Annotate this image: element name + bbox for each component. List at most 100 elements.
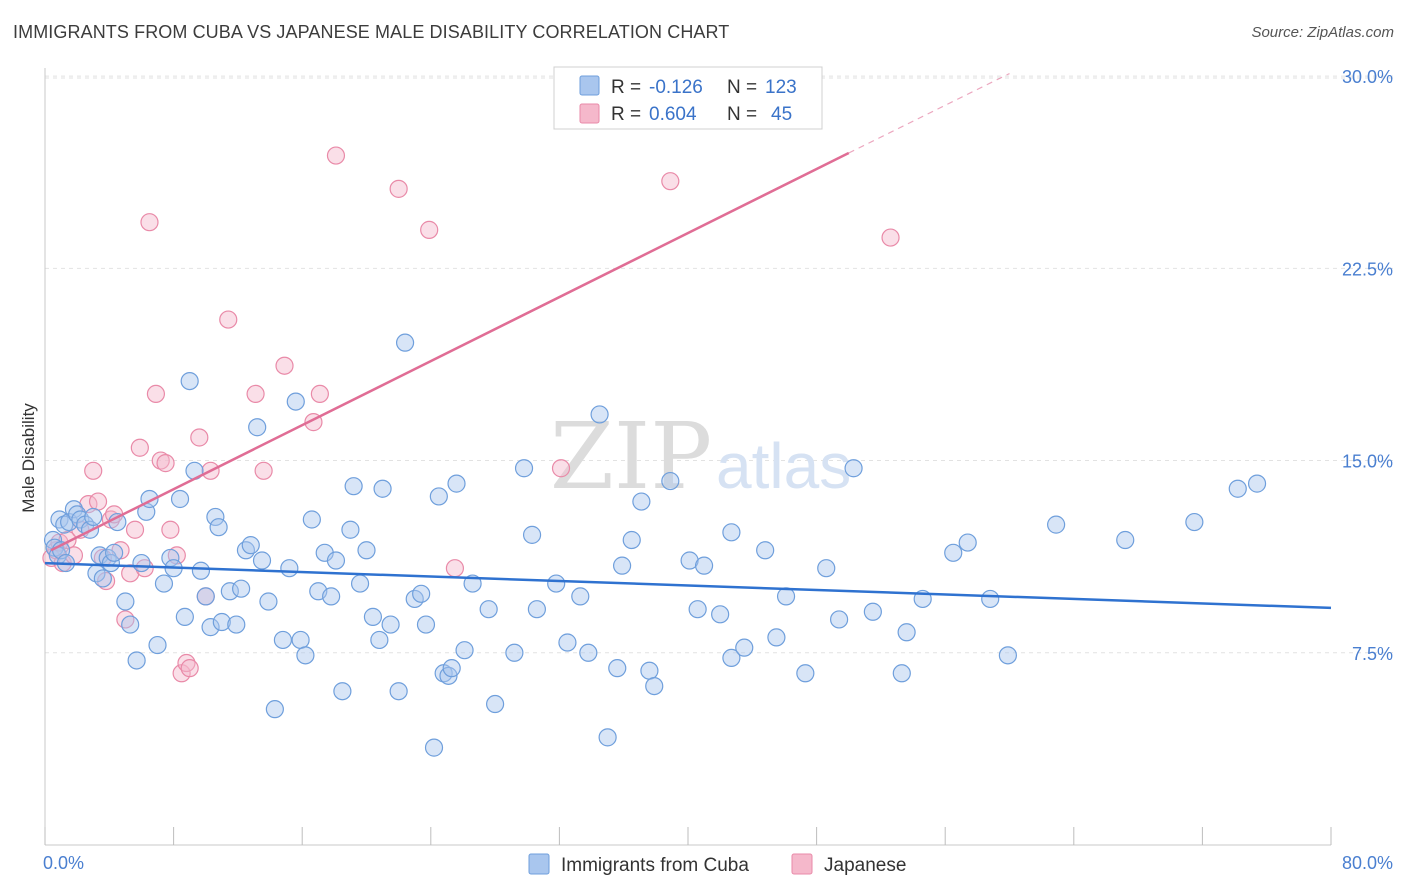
bottom-legend-label-japanese: Japanese [824,855,906,876]
japanese-point [88,492,108,511]
y-tick-label: 30.0% [1342,67,1393,87]
cuba-point [416,615,436,634]
legend-n-label-japanese: N = [727,104,757,125]
cuba-point [571,587,590,606]
cuba-point [1116,530,1135,550]
cuba-point [711,605,730,624]
cuba-point [608,659,627,678]
legend-n-value-cuba: 123 [765,77,797,98]
cuba-point [722,648,741,668]
cuba-point [286,392,305,411]
cuba-point [486,694,505,714]
cuba-point [1047,515,1066,534]
cuba-point [412,584,431,603]
cuba-point [209,518,228,537]
cuba-point [116,592,135,611]
cuba-point [442,659,461,678]
cuba-point [170,489,190,509]
japanese-point [246,384,265,404]
cuba-point [101,553,121,573]
cuba-point [844,459,863,478]
legend-swatch-japanese [579,103,600,124]
japanese-trend-line [50,151,850,552]
legend-swatch-cuba [579,75,600,96]
japanese-point [275,356,294,375]
cuba-point [121,615,140,634]
cuba-point [370,630,389,650]
cuba-point [196,587,215,606]
cuba-point [291,630,310,650]
cuba-point [505,643,524,662]
cuba-point [547,574,566,593]
cuba-point [322,587,341,606]
japanese-trend-extension [848,72,1010,154]
chart-title: IMMIGRANTS FROM CUBA VS JAPANESE MALE DI… [13,22,730,42]
cuba-point [180,371,199,391]
legend-r-label-japanese: R = [611,104,641,125]
cuba-point [201,618,220,637]
cuba-point [1228,479,1247,498]
cuba-point [232,579,251,598]
tick-labels: 7.5% 15.0% 22.5% 30.0% 0.0% 80.0% [43,67,1393,873]
cuba-point [220,582,239,601]
japanese-point [420,220,439,239]
japanese-point [96,571,116,591]
cuba-point [767,628,786,647]
japanese-point [326,146,346,165]
cuba-point [248,418,267,437]
japanese-points [42,146,900,683]
japanese-point [130,438,149,457]
cuba-point [341,520,360,539]
x-tick-label: 80.0% [1342,853,1393,873]
cuba-point [381,615,400,634]
cuba-point [447,474,466,493]
cuba-point [680,551,699,570]
legend-r-label-cuba: R = [611,77,641,98]
legend-r-value-cuba: -0.126 [649,77,703,98]
gridlines [45,75,1393,654]
x-tick-label: 0.0% [43,853,84,873]
japanese-point [135,559,154,578]
cuba-point [622,530,641,550]
cuba-point [1185,512,1204,532]
cuba-point [579,643,598,662]
source-credit: Source: ZipAtlas.com [1251,24,1394,41]
cuba-point [350,574,370,593]
japanese-point [661,172,680,191]
japanese-point [151,451,170,470]
cuba-point [981,589,1000,609]
cuba-point [598,728,617,747]
japanese-point [140,213,159,232]
cuba-point [175,607,194,626]
watermark-zip: ZIP [550,403,712,510]
cuba-point [688,600,707,619]
japanese-point [881,228,900,247]
cuba-point [558,633,577,652]
correlation-legend: R = -0.126 N = 123 R = 0.604 N = 45 [553,66,823,130]
cuba-point [735,638,754,657]
cuba-point [259,592,278,611]
japanese-point [190,428,209,447]
axes [44,68,1332,846]
japanese-point [254,461,273,480]
cuba-point [817,559,836,578]
japanese-point [551,459,571,478]
japanese-point [156,454,175,473]
cuba-point [776,587,796,606]
cuba-point [302,510,321,529]
japanese-point [180,659,199,678]
y-tick-label: 15.0% [1342,452,1393,472]
japanese-point [146,384,166,404]
cuba-point [429,487,448,506]
japanese-point [389,179,408,198]
cuba-point [424,738,444,757]
cuba-point [455,641,474,660]
cuba-points [43,333,1267,757]
cuba-trend-line [44,561,1332,610]
cuba-point [640,661,659,680]
cuba-point [373,479,392,498]
cuba-point [333,682,352,701]
cuba-point [93,569,112,588]
cuba-point [127,651,146,670]
japanese-point [125,520,145,539]
